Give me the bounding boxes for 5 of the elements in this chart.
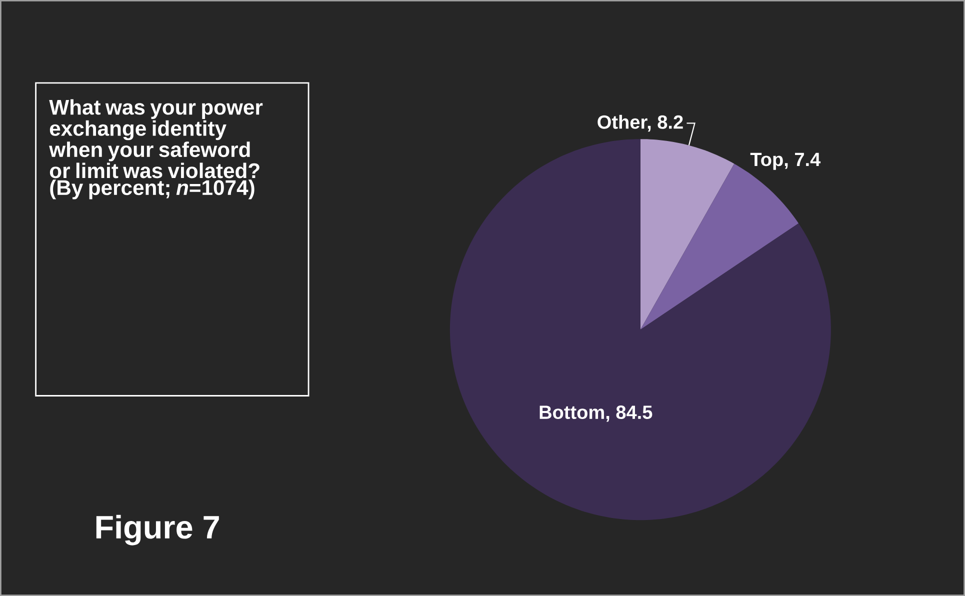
data-label: Other, 8.2	[598, 114, 683, 132]
data-label: Top, 7.4	[750, 152, 821, 170]
caption: Figure 7	[96, 514, 219, 546]
data-label: Bottom, 84.5	[540, 406, 652, 422]
text: What was your power exchange identity when your safeword or limit was violated? (By percent; n=1074)	[49, 99, 263, 200]
